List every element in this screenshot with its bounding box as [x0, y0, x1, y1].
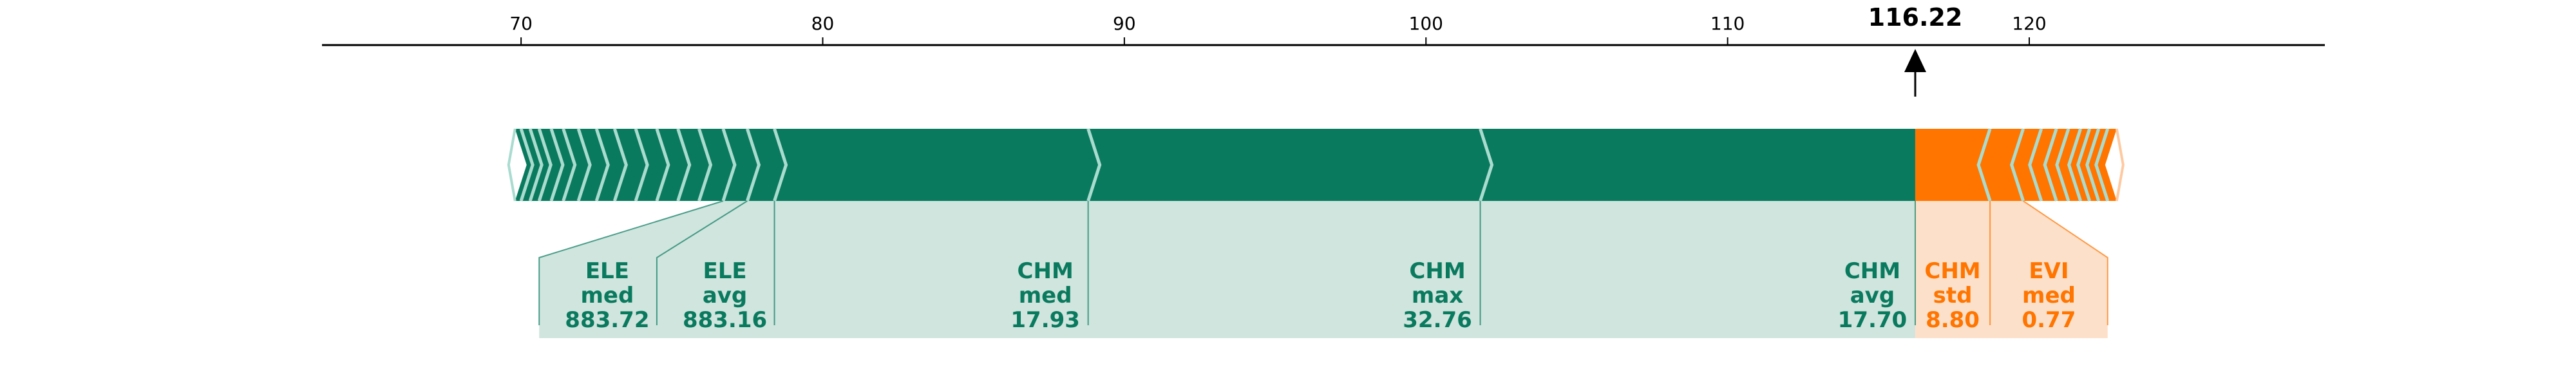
label-connector [656, 200, 748, 325]
chevron-separator [537, 128, 553, 202]
chevron-separator [655, 128, 670, 202]
positive-segment [723, 129, 759, 201]
bar-end-cap [507, 128, 516, 202]
chevron-separator [2076, 128, 2092, 202]
chevron-separator [2028, 128, 2043, 202]
chevron-separator [773, 128, 788, 202]
feature-label: ELE avg 883.16 [683, 258, 767, 333]
output-marker: 116.22 [1868, 3, 1963, 97]
x-axis: 70 80 90 100 110 120 [322, 13, 2325, 46]
positive-segment [656, 129, 690, 201]
output-arrow [1904, 49, 1926, 72]
negative-segment [2078, 129, 2099, 201]
positive-segment [515, 129, 533, 201]
chevron-separator [528, 128, 544, 202]
chevron-separator [634, 128, 649, 202]
x-tick-label: 90 [1113, 13, 1136, 34]
chevron-separator [1976, 128, 1992, 202]
chevron-separator [1479, 128, 1494, 202]
chevron-separator [562, 128, 577, 202]
feature-label: CHM std 8.80 [1924, 258, 1980, 333]
label-connector [2023, 200, 2108, 325]
negative-segment [2069, 129, 2090, 201]
feature-label: EVI med 0.77 [2022, 258, 2076, 333]
chevron-separator [2085, 128, 2101, 202]
positive-segment [774, 129, 1100, 201]
chevron-separator [549, 128, 565, 202]
chevron-separator [697, 128, 713, 202]
chevron-separator [519, 128, 535, 202]
positive-segment [614, 129, 648, 201]
chevron-separator [2010, 128, 2025, 202]
feature-label: CHM max 32.76 [1403, 258, 1472, 333]
chevron-separator [2094, 128, 2110, 202]
x-tick-label: 70 [509, 13, 533, 34]
feature-label: CHM med 17.93 [1010, 258, 1080, 333]
positive-segment [636, 129, 668, 201]
chevron-separator [676, 128, 692, 202]
bar-end-cap [2115, 128, 2125, 202]
chevron-separator [2055, 128, 2070, 202]
x-tick-label: 110 [1710, 13, 1745, 34]
positive-segment [747, 129, 786, 201]
chevron-separator [576, 128, 592, 202]
positive-segment [521, 129, 542, 201]
positive-label-band [539, 201, 1915, 338]
x-tick-label: 120 [2012, 13, 2046, 34]
feature-label: CHM avg 17.70 [1838, 258, 1908, 333]
negative-segment [1915, 129, 1991, 201]
x-tick-label: 100 [1409, 13, 1443, 34]
positive-segment [1480, 129, 1915, 201]
chevron-separator [594, 128, 610, 202]
negative-label-band [1915, 201, 2108, 338]
negative-segment [2096, 129, 2117, 201]
chevron-separator [721, 128, 737, 202]
x-tick-label: 80 [811, 13, 835, 34]
positive-segment [530, 129, 551, 201]
label-connector [538, 200, 724, 325]
feature-label: ELE med 883.72 [565, 258, 649, 333]
output-value-label: 116.22 [1868, 3, 1963, 32]
negative-segment [2087, 129, 2108, 201]
force-bar [507, 128, 2125, 202]
chevron-separator [2043, 128, 2058, 202]
feature-bands [538, 200, 2108, 338]
feature-labels: CHM avg 17.70 CHM max 32.76 CHM med 17.93 ELE avg 8… [565, 258, 2076, 333]
chevron-separator [1086, 128, 1102, 202]
positive-segment [677, 129, 711, 201]
positive-segment [1088, 129, 1492, 201]
chevron-separator [2067, 128, 2083, 202]
chevron-separator [746, 128, 761, 202]
chevron-separator [612, 128, 628, 202]
positive-segment [699, 129, 735, 201]
negative-segment [1978, 129, 2023, 201]
